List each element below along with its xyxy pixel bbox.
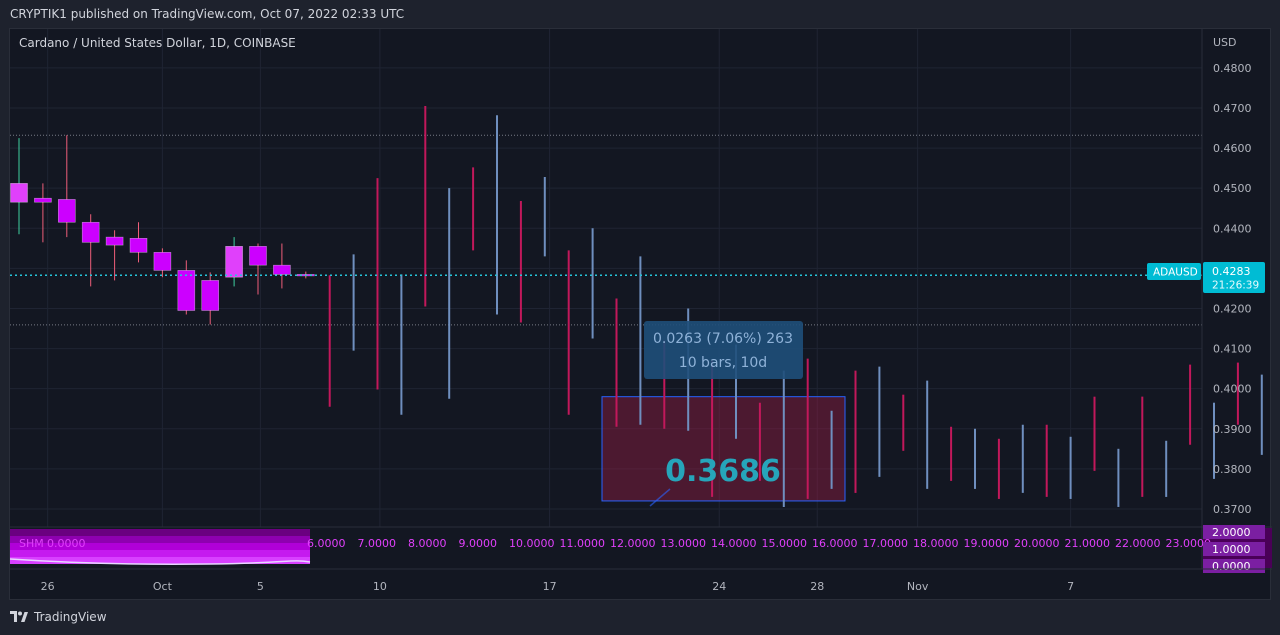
shm-first-value: 0.0000 — [47, 537, 86, 550]
shm-scale-value: 8.0000 — [408, 537, 447, 550]
shm-axis-label: 2.0000 — [1212, 526, 1251, 539]
measure-label-box — [644, 321, 803, 379]
x-tick-label: 5 — [257, 580, 264, 593]
measure-label-line2: 10 bars, 10d — [679, 355, 767, 371]
shm-scale-value: 10.0000 — [509, 537, 555, 550]
x-tick-label: 7 — [1067, 580, 1074, 593]
price-axis[interactable]: USD 0.48000.47000.46000.45000.44000.4300… — [1201, 29, 1252, 569]
last-price-badge: 0.4283 21:26:39 — [1203, 262, 1265, 293]
y-tick-label: 0.3700 — [1213, 503, 1252, 516]
y-tick-label: 0.3800 — [1213, 463, 1252, 476]
symbol-label: ADAUSD — [1153, 267, 1198, 279]
measure-arrow — [649, 488, 671, 507]
measure-label-line1: 0.0263 (7.06%) 263 — [653, 331, 793, 347]
shm-band — [10, 550, 310, 557]
chart-title: Cardano / United States Dollar, 1D, COIN… — [19, 36, 296, 50]
shm-scale-value: 11.0000 — [560, 537, 606, 550]
x-tick-label: 28 — [810, 580, 824, 593]
shm-name: SHM — [19, 537, 44, 550]
shm-scale-value: 13.0000 — [661, 537, 707, 550]
candle-body — [10, 183, 28, 203]
y-tick-label: 0.4100 — [1213, 343, 1252, 356]
shm-scale-value: 9.0000 — [459, 537, 498, 550]
symbol-badge: ADAUSD — [1147, 263, 1201, 280]
candle-body — [57, 199, 76, 223]
y-tick-label: 0.4500 — [1213, 182, 1252, 195]
shm-axis: 2.0000 1.0000 0.0000 — [1203, 525, 1265, 573]
shm-band — [10, 543, 310, 550]
candle-body — [34, 197, 52, 203]
shm-scale-value: 21.0000 — [1065, 537, 1111, 550]
shm-scale-value: 7.0000 — [358, 537, 397, 550]
chart-canvas[interactable]: 0.0263 (7.06%) 263 10 bars, 10d 0.3686 Car… — [10, 29, 1272, 601]
shm-scale-value: 17.0000 — [863, 537, 909, 550]
y-tick-label: 0.4000 — [1213, 383, 1252, 396]
measure-label-layer[interactable]: 0.0263 (7.06%) 263 10 bars, 10d 0.3686 — [644, 321, 803, 489]
candle-body — [201, 280, 219, 311]
candle-body — [177, 270, 196, 311]
time-axis[interactable]: 26 Oct 5 10 17 24 28 Nov 7 — [10, 568, 1272, 593]
countdown-label: 21:26:39 — [1212, 280, 1259, 292]
shm-scale-value: 19.0000 — [964, 537, 1010, 550]
shm-values: 6.0000 7.0000 8.0000 9.0000 10.0000 11.0000 12… — [307, 537, 1221, 550]
shm-scale-value: 16.0000 — [812, 537, 858, 550]
reference-lines — [10, 134, 1202, 326]
x-tick-label: 17 — [543, 580, 557, 593]
shm-scale-value: 18.0000 — [913, 537, 959, 550]
candles — [10, 135, 315, 325]
measure-box-layer — [601, 396, 846, 507]
chart-frame[interactable]: 0.0263 (7.06%) 263 10 bars, 10d 0.3686 Car… — [9, 28, 1272, 601]
candle-body — [153, 252, 172, 271]
x-tick-label: 26 — [41, 580, 55, 593]
publisher-header: CRYPTIK1 published on TradingView.com, O… — [0, 0, 1280, 28]
currency-label: USD — [1213, 36, 1237, 49]
tradingview-logo-icon — [10, 611, 28, 622]
last-price-label: 0.4283 — [1212, 265, 1251, 278]
shm-scale-value: 20.0000 — [1014, 537, 1060, 550]
shm-axis-tag — [1203, 542, 1265, 556]
shm-axis-tag — [1203, 525, 1265, 539]
shm-scale-value: 12.0000 — [610, 537, 656, 550]
shm-band — [10, 529, 310, 536]
shm-scale-value: 22.0000 — [1115, 537, 1161, 550]
x-tick-label: 10 — [373, 580, 387, 593]
shm-axis-label: 0.0000 — [1212, 560, 1251, 573]
x-tick-label: Oct — [153, 580, 173, 593]
measure-box — [601, 396, 846, 502]
y-tick-label: 0.4800 — [1213, 62, 1252, 75]
candle-body — [249, 246, 267, 266]
shm-pane[interactable]: SHM 0.0000 6.0000 7.0000 8.0000 9.0000 10.00… — [10, 525, 1272, 573]
y-tick-label: 0.4200 — [1213, 302, 1252, 315]
shm-scale-value: 14.0000 — [711, 537, 757, 550]
shm-band — [10, 557, 310, 564]
footer-brand[interactable]: TradingView — [10, 610, 107, 624]
candle-body — [129, 238, 148, 253]
grid-layer — [10, 29, 1202, 527]
y-tick-label: 0.4600 — [1213, 142, 1252, 155]
x-ticks: 26 Oct 5 10 17 24 28 Nov 7 — [41, 580, 1074, 593]
footer: TradingView — [0, 600, 1280, 635]
y-tick-label: 0.4700 — [1213, 102, 1252, 115]
publisher-line: CRYPTIK1 published on TradingView.com, O… — [10, 7, 405, 21]
shm-curve — [10, 558, 311, 565]
shm-band — [10, 536, 310, 543]
x-tick-label: 24 — [712, 580, 726, 593]
candle-body — [225, 246, 243, 278]
candle-body — [105, 236, 124, 246]
candle-body — [273, 264, 291, 275]
candle-body — [81, 221, 100, 243]
footer-brand-text: TradingView — [34, 610, 107, 624]
y-tick-label: 0.4400 — [1213, 222, 1252, 235]
shm-scale-value: 6.0000 — [307, 537, 346, 550]
shm-scale-value: 15.0000 — [762, 537, 808, 550]
x-tick-label: Nov — [907, 580, 929, 593]
shm-axis-label: 1.0000 — [1212, 543, 1251, 556]
y-tick-label: 0.3900 — [1213, 423, 1252, 436]
measure-price-label: 0.3686 — [665, 454, 781, 489]
